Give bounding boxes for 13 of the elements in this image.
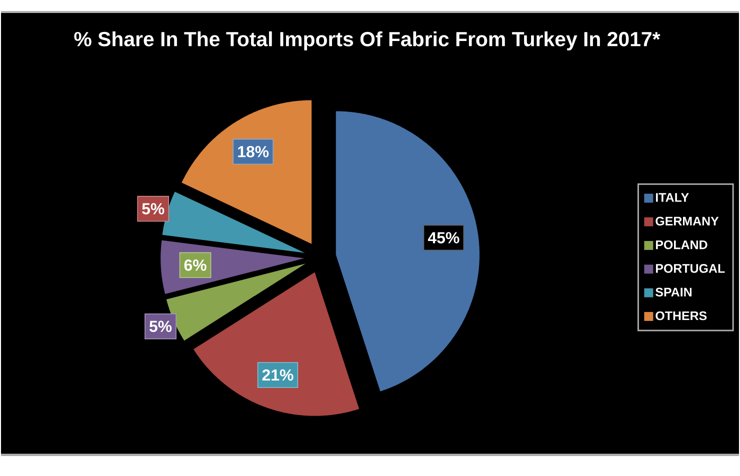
legend-label: GERMANY: [656, 216, 719, 226]
data-label: 18%: [238, 146, 269, 158]
data-label: 6%: [184, 260, 206, 271]
chart-title: % Share In The Total Imports Of Fabric From Turkey In 2017*: [74, 32, 660, 51]
legend-label: ITALY: [656, 193, 689, 202]
data-label: 5%: [149, 320, 172, 332]
data-label: 45%: [428, 232, 460, 244]
legend-label: POLAND: [656, 240, 708, 250]
legend-label: PORTUGAL: [656, 264, 725, 273]
data-label: 5%: [142, 203, 164, 215]
legend-label: SPAIN: [656, 288, 692, 297]
data-label: 21%: [262, 370, 294, 381]
legend-label: OTHERS: [656, 312, 707, 320]
